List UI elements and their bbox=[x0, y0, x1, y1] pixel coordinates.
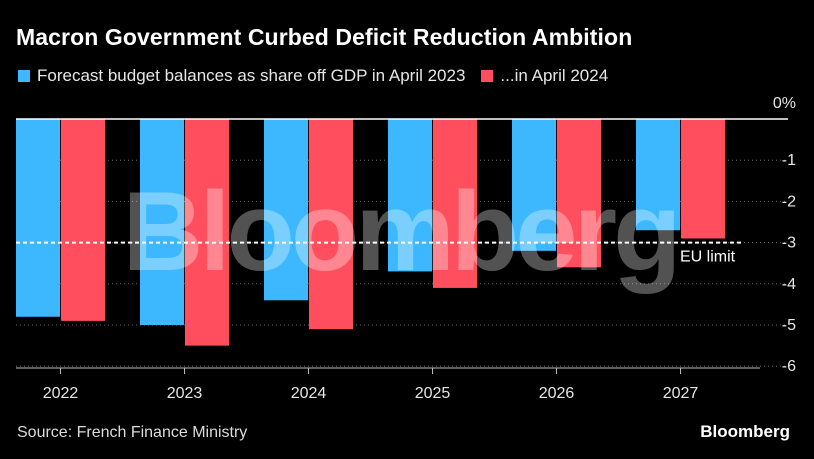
y-tick-label-6: -6 bbox=[782, 358, 796, 375]
chart-title: Macron Government Curbed Deficit Reducti… bbox=[16, 24, 633, 50]
legend-item-2023: Forecast budget balances as share off GD… bbox=[18, 66, 465, 86]
bar-2027-forecast-2024 bbox=[681, 119, 725, 239]
bar-2026-forecast-2023 bbox=[512, 119, 556, 251]
y-tick-label-3: -3 bbox=[782, 235, 796, 252]
legend: Forecast budget balances as share off GD… bbox=[18, 66, 624, 86]
legend-label-2024: ...in April 2024 bbox=[500, 66, 609, 85]
bar-2027-forecast-2023 bbox=[636, 119, 680, 231]
y-tick-label-5: -5 bbox=[782, 317, 796, 334]
bloomberg-logo: Bloomberg bbox=[700, 422, 790, 441]
legend-item-2024: ...in April 2024 bbox=[481, 66, 608, 86]
watermark-text: Bloomberg bbox=[122, 169, 677, 294]
bar-2022-forecast-2024 bbox=[61, 119, 105, 321]
bar-2025-forecast-2023 bbox=[388, 119, 432, 272]
y-tick-label-2: -2 bbox=[782, 193, 796, 210]
legend-swatch-2024 bbox=[481, 70, 494, 82]
source-note: Source: French Finance Ministry bbox=[17, 424, 248, 441]
y-tick-label-1: -1 bbox=[782, 152, 796, 169]
bar-2023-forecast-2023 bbox=[140, 119, 184, 325]
x-tick-label-2025: 2025 bbox=[415, 385, 451, 402]
legend-label-2023: Forecast budget balances as share off GD… bbox=[37, 66, 466, 85]
legend-swatch-2023 bbox=[18, 70, 30, 82]
x-tick-label-2023: 2023 bbox=[167, 385, 203, 402]
bar-2023-forecast-2024 bbox=[185, 119, 229, 346]
eu-limit-label: EU limit bbox=[680, 249, 736, 266]
x-tick-label-2024: 2024 bbox=[291, 385, 327, 402]
y-tick-label-4: -4 bbox=[782, 276, 796, 293]
bar-2022-forecast-2023 bbox=[16, 119, 60, 317]
y-tick-label-0: 0% bbox=[773, 95, 796, 112]
x-tick-label-2027: 2027 bbox=[663, 385, 699, 402]
bar-2025-forecast-2024 bbox=[433, 119, 477, 288]
bar-2024-forecast-2023 bbox=[264, 119, 308, 301]
x-tick-label-2022: 2022 bbox=[43, 385, 79, 402]
x-tick-label-2026: 2026 bbox=[539, 385, 575, 402]
bar-2024-forecast-2024 bbox=[309, 119, 353, 330]
